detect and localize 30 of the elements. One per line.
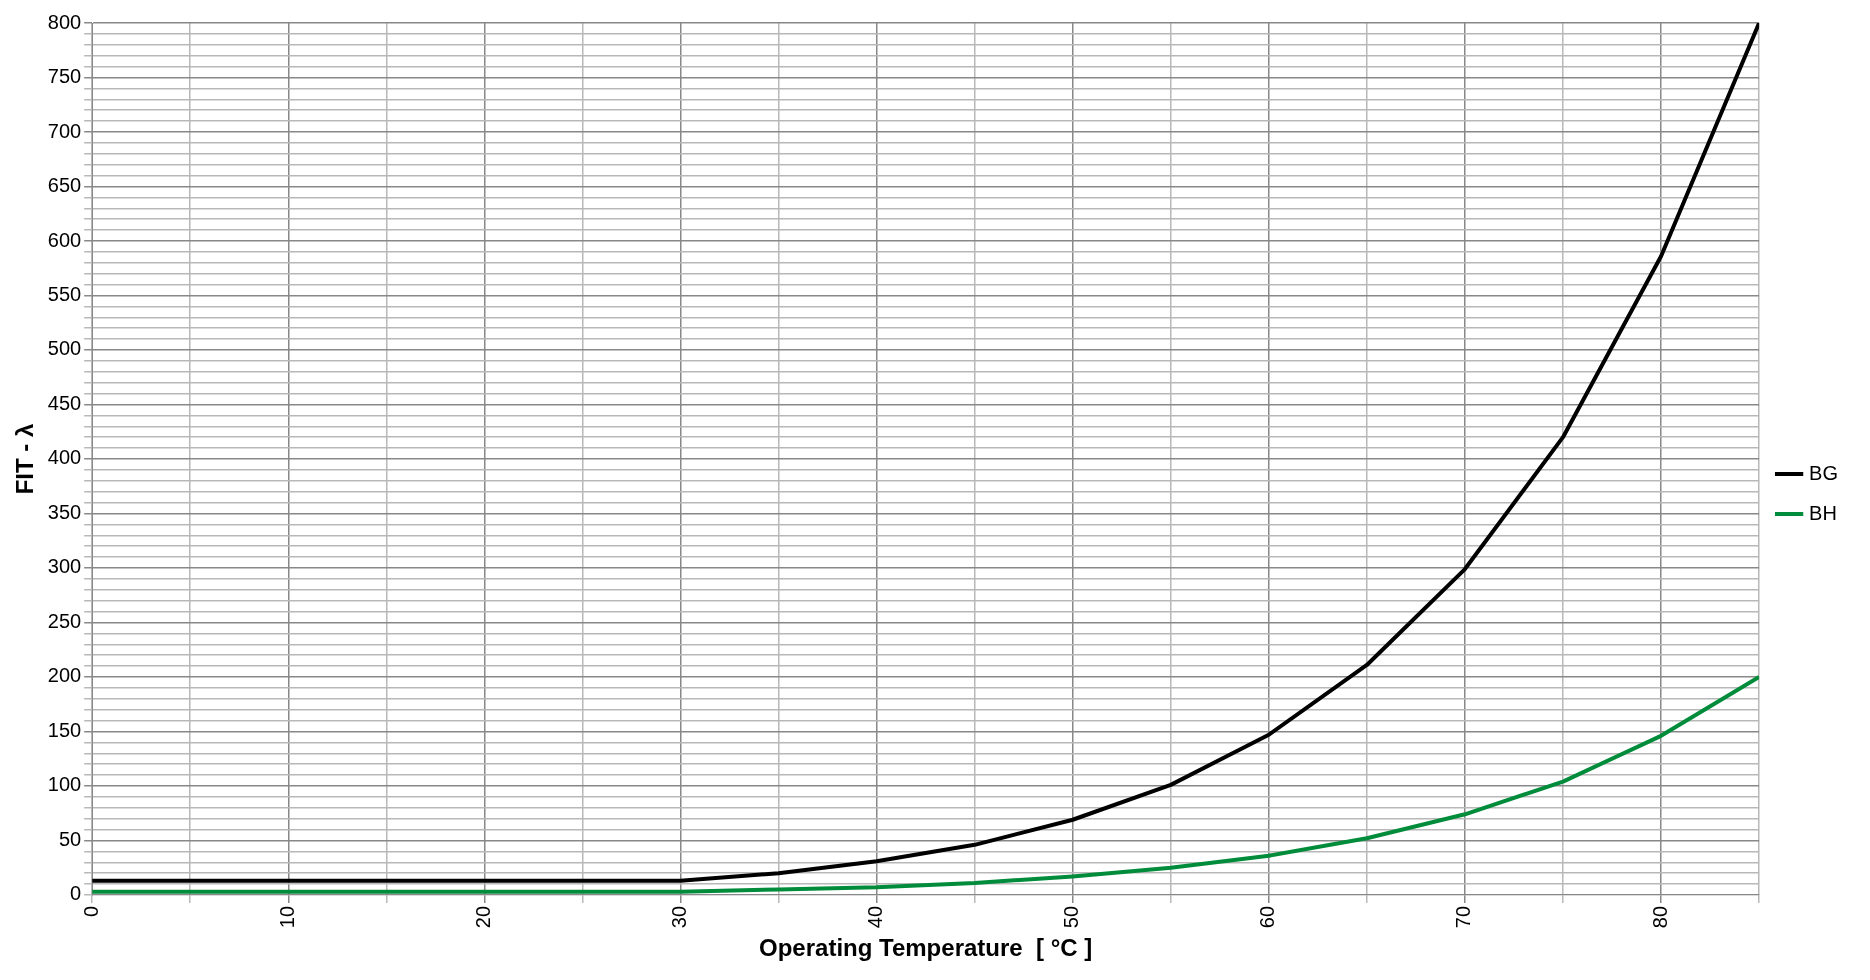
y-tick-label: 600 bbox=[47, 228, 82, 251]
y-tick-label: 450 bbox=[47, 392, 82, 414]
y-tick-label: 150 bbox=[47, 718, 82, 741]
y-tick-label: 750 bbox=[47, 65, 82, 88]
y-tick-label: 50 bbox=[58, 827, 82, 850]
x-tick-label: 70 bbox=[1452, 905, 1475, 929]
y-tick-label: 700 bbox=[47, 119, 82, 142]
y-tick-label: 0 bbox=[70, 882, 82, 905]
x-tick-label: 60 bbox=[1256, 905, 1279, 929]
y-tick-label: 200 bbox=[47, 664, 82, 687]
x-tick-label: 20 bbox=[471, 905, 494, 929]
x-tick-label: 10 bbox=[275, 905, 298, 929]
legend-label: BG bbox=[1809, 461, 1839, 484]
y-tick-label: 100 bbox=[47, 773, 82, 796]
x-tick-label: 80 bbox=[1648, 905, 1671, 929]
y-tick-label: 800 bbox=[47, 10, 82, 33]
x-tick-label: 0 bbox=[79, 905, 102, 918]
y-tick-label: 300 bbox=[47, 555, 82, 578]
x-tick-label: 30 bbox=[668, 905, 691, 929]
x-axis-title: Operating Temperature [ °C ] bbox=[759, 934, 1093, 962]
y-tick-label: 500 bbox=[47, 337, 82, 360]
x-tick-label: 50 bbox=[1060, 905, 1083, 929]
x-tick-label: 40 bbox=[864, 905, 887, 929]
y-axis-title: FIT - λ bbox=[11, 423, 39, 495]
y-tick-label: 550 bbox=[47, 283, 82, 305]
y-tick-label: 250 bbox=[47, 609, 82, 632]
y-tick-label: 650 bbox=[47, 174, 82, 197]
y-tick-label: 400 bbox=[47, 446, 82, 469]
legend-label: BH bbox=[1809, 501, 1837, 524]
y-tick-label: 350 bbox=[47, 500, 82, 523]
